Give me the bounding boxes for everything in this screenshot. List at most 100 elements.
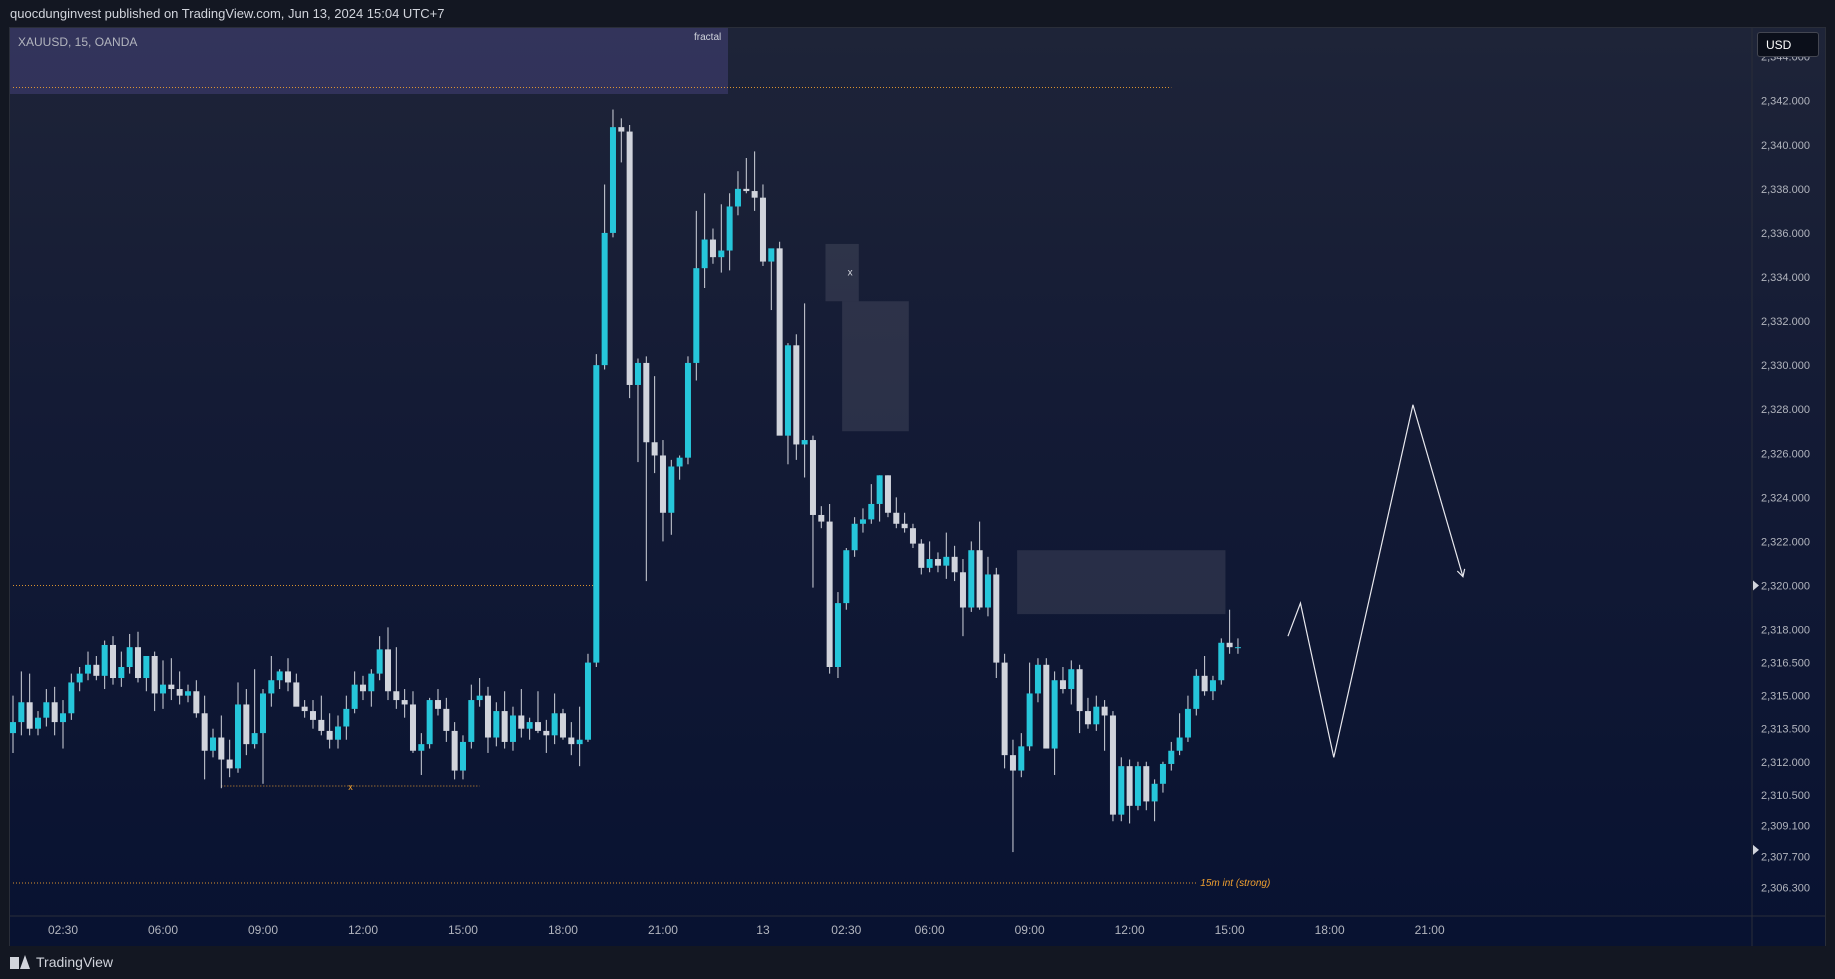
- candle-body-95: [801, 440, 808, 445]
- symbol-label[interactable]: XAUUSD, 15, OANDA: [18, 35, 138, 49]
- candle-body-25: [218, 737, 225, 760]
- candle-body-68: [576, 739, 583, 745]
- candle-body-71: [601, 232, 608, 366]
- y-tick-label-14: 2,316.500: [1761, 658, 1810, 670]
- candle-body-123: [1034, 664, 1041, 694]
- tradingview-logo[interactable]: TradingView: [10, 954, 113, 970]
- candle-body-55: [468, 700, 475, 742]
- candle-body-45: [384, 649, 391, 692]
- candle-body-147: [1234, 647, 1241, 649]
- candle-body-48: [409, 704, 416, 751]
- y-tick-label-2: 2,340.000: [1761, 140, 1810, 152]
- candle-body-137: [1151, 783, 1158, 802]
- candle-body-125: [1051, 680, 1058, 749]
- candle-body-24: [209, 737, 216, 751]
- candle-body-7: [68, 682, 75, 714]
- candle-body-8: [76, 673, 83, 683]
- candle-body-88: [743, 188, 750, 192]
- fractal-indicator-box: [10, 28, 728, 94]
- y-tick-label-5: 2,334.000: [1761, 272, 1810, 284]
- candle-body-73: [618, 127, 625, 132]
- zone-box-2: [1017, 550, 1226, 615]
- candle-body-39: [334, 726, 341, 740]
- candle-body-100: [843, 550, 850, 604]
- candle-body-107: [901, 523, 908, 529]
- y-tick-label-15: 2,315.000: [1761, 691, 1810, 703]
- candle-body-87: [734, 188, 741, 207]
- candle-body-104: [876, 475, 883, 504]
- candle-body-144: [1209, 680, 1216, 692]
- candle-body-69: [584, 662, 591, 740]
- candle-body-126: [1059, 680, 1066, 690]
- published-header: quocdunginvest published on TradingView.…: [0, 0, 1835, 28]
- candle-body-20: [176, 689, 183, 696]
- candle-body-28: [243, 704, 250, 745]
- candle-body-63: [534, 722, 541, 731]
- y-tick-label-4: 2,336.000: [1761, 228, 1810, 240]
- candle-body-143: [1201, 675, 1208, 692]
- x-tick-label-10: 09:00: [1015, 923, 1045, 937]
- x-tick-label-1: 06:00: [148, 923, 178, 937]
- candle-body-78: [659, 455, 666, 513]
- candle-body-112: [943, 556, 950, 566]
- candle-body-43: [368, 673, 375, 692]
- candle-body-141: [1184, 708, 1191, 738]
- candle-body-23: [201, 713, 208, 751]
- zone-box-1: [842, 301, 909, 432]
- x-tick-label-3: 12:00: [348, 923, 378, 937]
- candle-body-101: [851, 523, 858, 551]
- zone-box-0: [825, 243, 859, 302]
- chart-area[interactable]: [9, 27, 1826, 947]
- candle-body-2: [26, 702, 33, 729]
- candle-body-65: [551, 713, 558, 736]
- candle-body-91: [768, 248, 775, 262]
- y-tick-label-17: 2,312.000: [1761, 757, 1810, 769]
- price-marker-1: [1753, 844, 1759, 855]
- candle-body-62: [526, 722, 533, 729]
- candle-body-117: [984, 574, 991, 608]
- candle-body-121: [1018, 746, 1025, 771]
- candle-body-37: [318, 719, 325, 731]
- candle-body-133: [1118, 766, 1125, 815]
- candle-body-115: [968, 550, 975, 608]
- candle-body-75: [634, 362, 641, 385]
- candle-body-85: [718, 250, 725, 258]
- candle-body-67: [568, 737, 575, 745]
- y-tick-label-11: 2,322.000: [1761, 536, 1810, 548]
- candle-body-124: [1043, 664, 1050, 749]
- candle-body-97: [818, 514, 825, 522]
- candle-body-58: [493, 711, 500, 738]
- candle-body-14: [126, 647, 133, 668]
- y-tick-label-12: 2,320.000: [1761, 580, 1810, 592]
- candle-body-29: [251, 733, 258, 745]
- y-tick-label-8: 2,328.000: [1761, 404, 1810, 416]
- candle-body-41: [351, 684, 358, 709]
- candle-body-59: [501, 711, 508, 742]
- candle-body-40: [343, 708, 350, 727]
- candle-body-38: [326, 730, 333, 740]
- candle-body-142: [1193, 675, 1200, 709]
- projection-arrowhead: [1456, 568, 1466, 578]
- candle-body-13: [118, 667, 125, 679]
- candle-body-1: [18, 702, 25, 723]
- y-tick-label-21: 2,306.300: [1761, 882, 1810, 894]
- candle-body-57: [484, 695, 491, 738]
- candle-body-93: [784, 345, 791, 436]
- candle-body-47: [401, 700, 408, 705]
- candle-body-54: [459, 741, 466, 771]
- x-tick-label-5: 18:00: [548, 923, 578, 937]
- candle-body-32: [276, 671, 283, 681]
- candle-body-17: [151, 655, 158, 694]
- price-marker-0: [1753, 580, 1759, 591]
- candle-body-108: [909, 528, 916, 544]
- candle-body-6: [59, 713, 66, 723]
- candle-body-82: [693, 268, 700, 363]
- currency-button[interactable]: USD: [1757, 32, 1819, 57]
- level-label-2: x: [348, 782, 353, 792]
- tradingview-logo-text: TradingView: [36, 954, 114, 970]
- candle-body-27: [234, 704, 241, 769]
- candle-body-53: [451, 730, 458, 771]
- candle-body-113: [951, 556, 958, 573]
- candle-body-128: [1076, 669, 1083, 712]
